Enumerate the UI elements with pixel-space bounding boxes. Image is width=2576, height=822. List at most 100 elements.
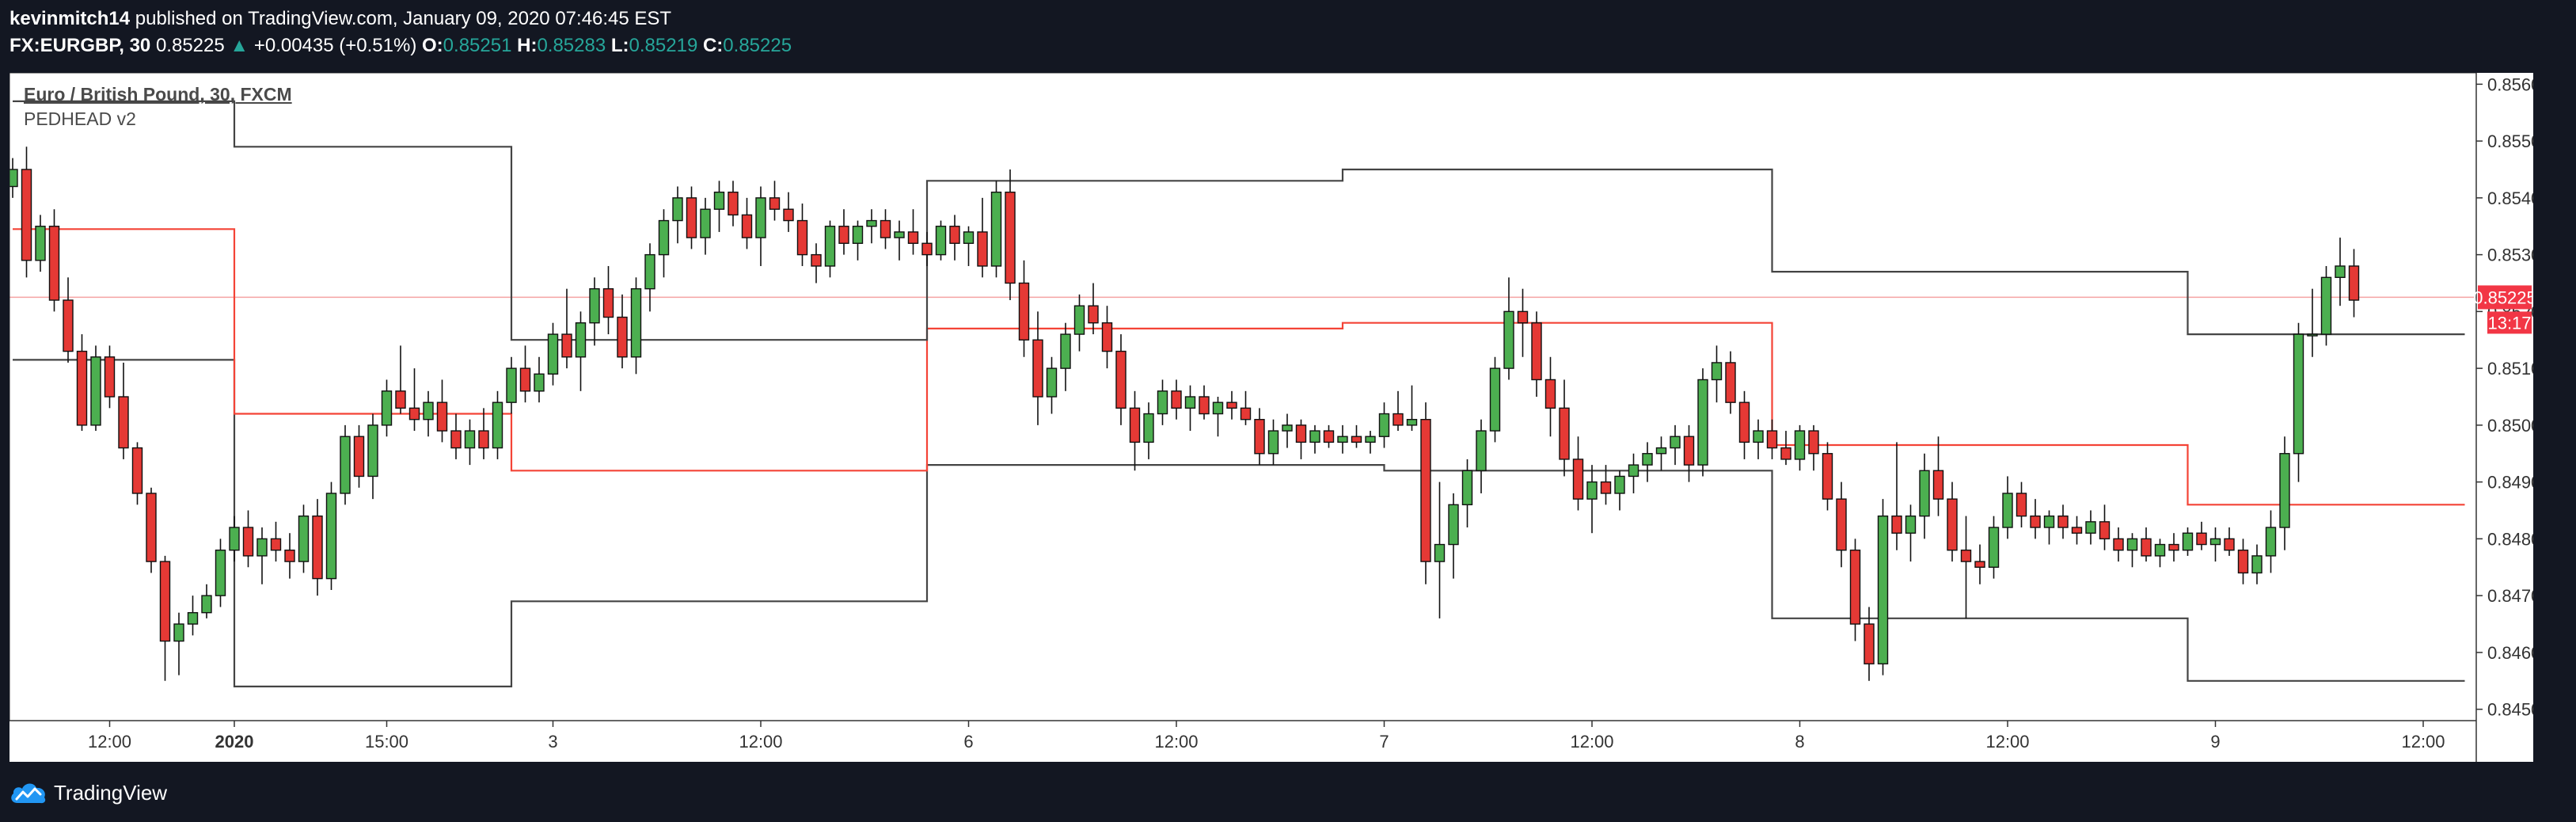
candle-body — [464, 430, 476, 449]
candle-body — [921, 242, 933, 256]
candle — [1046, 356, 1058, 414]
footer-bar: TradingView — [0, 762, 2576, 822]
candle — [1129, 390, 1141, 471]
candle-body — [1448, 504, 1459, 546]
candle — [104, 345, 116, 409]
candle — [2141, 527, 2152, 562]
candle — [1670, 424, 1681, 466]
candle — [1295, 419, 1307, 459]
candle-body — [1711, 362, 1723, 381]
candle-body — [173, 623, 184, 642]
candle-body — [1794, 430, 1806, 460]
brand-name[interactable]: TradingView — [54, 781, 168, 805]
candle-body — [1005, 191, 1016, 284]
candle-body — [1753, 430, 1764, 443]
candle-body — [2209, 538, 2221, 546]
candle-body — [367, 424, 378, 478]
candle-body — [76, 350, 88, 426]
candle-body — [1932, 470, 1944, 500]
candle — [464, 419, 476, 466]
indicator-name[interactable]: PEDHEAD v2 — [24, 108, 136, 129]
chart-area[interactable]: 0.84500 0.84600 0.84700 0.84800 0.84900 0.850… — [9, 73, 2533, 762]
candle-body — [118, 396, 129, 449]
candle — [589, 277, 600, 346]
candle — [1461, 459, 1473, 528]
candle-body — [492, 401, 503, 449]
candle — [1614, 470, 1625, 511]
candle — [2168, 533, 2179, 562]
candle-body — [1586, 481, 1598, 500]
candle-body — [1018, 282, 1030, 341]
candle-body — [1822, 453, 1833, 500]
candle-body — [783, 208, 794, 222]
candle-body — [284, 550, 295, 562]
candle — [617, 294, 628, 369]
candle — [2307, 288, 2318, 357]
candle — [478, 408, 489, 459]
candle-body — [630, 287, 642, 358]
y-tick-label: 0.84800 — [2487, 529, 2533, 549]
candle-body — [866, 219, 877, 227]
y-tick-label: 0.85400 — [2487, 188, 2533, 208]
open-label: O: — [422, 35, 443, 56]
candle-body — [325, 493, 337, 580]
candle-body — [2071, 527, 2083, 534]
candle-body — [353, 436, 365, 478]
candle-body — [880, 219, 891, 238]
candle-body — [1157, 390, 1168, 415]
candle-body — [561, 333, 572, 358]
candle-body — [1101, 322, 1113, 352]
candle — [1572, 436, 1584, 511]
candle — [1226, 390, 1237, 420]
candle — [1711, 345, 1723, 403]
candle-body — [2168, 543, 2179, 551]
candle-body — [658, 219, 670, 256]
candle — [2002, 476, 2013, 539]
axes: 0.84500 0.84600 0.84700 0.84800 0.84900 0.850… — [9, 73, 2533, 762]
candle — [561, 288, 572, 369]
candle-body — [1642, 453, 1653, 466]
candle-body — [506, 367, 517, 403]
candle-body — [340, 436, 351, 494]
chart-title[interactable]: Euro / British Pound, 30, FXCM — [24, 84, 292, 105]
candle — [713, 181, 725, 232]
candle — [2154, 538, 2166, 568]
candle — [2126, 533, 2138, 568]
candle-body — [1295, 424, 1307, 443]
candle — [852, 220, 864, 261]
candle-body — [589, 287, 600, 324]
candle-body — [2016, 493, 2027, 517]
candle — [2030, 499, 2041, 539]
candle — [381, 379, 393, 437]
symbol-name: FX:EURGBP, 30 — [9, 35, 151, 56]
y-tick-label: 0.85500 — [2487, 131, 2533, 151]
publisher-name[interactable]: kevinmitch14 — [9, 8, 131, 29]
candle — [1600, 465, 1612, 505]
change-arrow-icon: ▲ — [230, 35, 249, 56]
candle — [2016, 481, 2027, 528]
candle-body — [949, 226, 960, 244]
candle — [547, 322, 559, 386]
candle-body — [2030, 515, 2041, 528]
candle-body — [1184, 396, 1196, 409]
candle-body — [9, 169, 18, 188]
candle-body — [1323, 430, 1335, 443]
x-tick-label: 12:00 — [88, 732, 131, 752]
top-bar: kevinmitch14 published on TradingView.co… — [0, 0, 2576, 73]
y-tick-label: 0.84700 — [2487, 586, 2533, 606]
candlestick-chart[interactable]: 0.84500 0.84600 0.84700 0.84800 0.84900 0.850… — [9, 73, 2533, 762]
high-label: H: — [517, 35, 538, 56]
candle-body — [2141, 538, 2152, 557]
candle — [1905, 504, 1917, 562]
candle — [1586, 465, 1598, 534]
candle — [1309, 424, 1320, 454]
tradingview-cloud-icon[interactable] — [9, 779, 47, 806]
candle — [90, 345, 101, 432]
candle-body — [1864, 623, 1875, 664]
candle-body — [1836, 498, 1847, 551]
candle — [118, 362, 129, 459]
candle — [1018, 260, 1030, 357]
candle — [1143, 402, 1154, 459]
candle-body — [1960, 550, 1972, 562]
candle — [2251, 544, 2263, 584]
